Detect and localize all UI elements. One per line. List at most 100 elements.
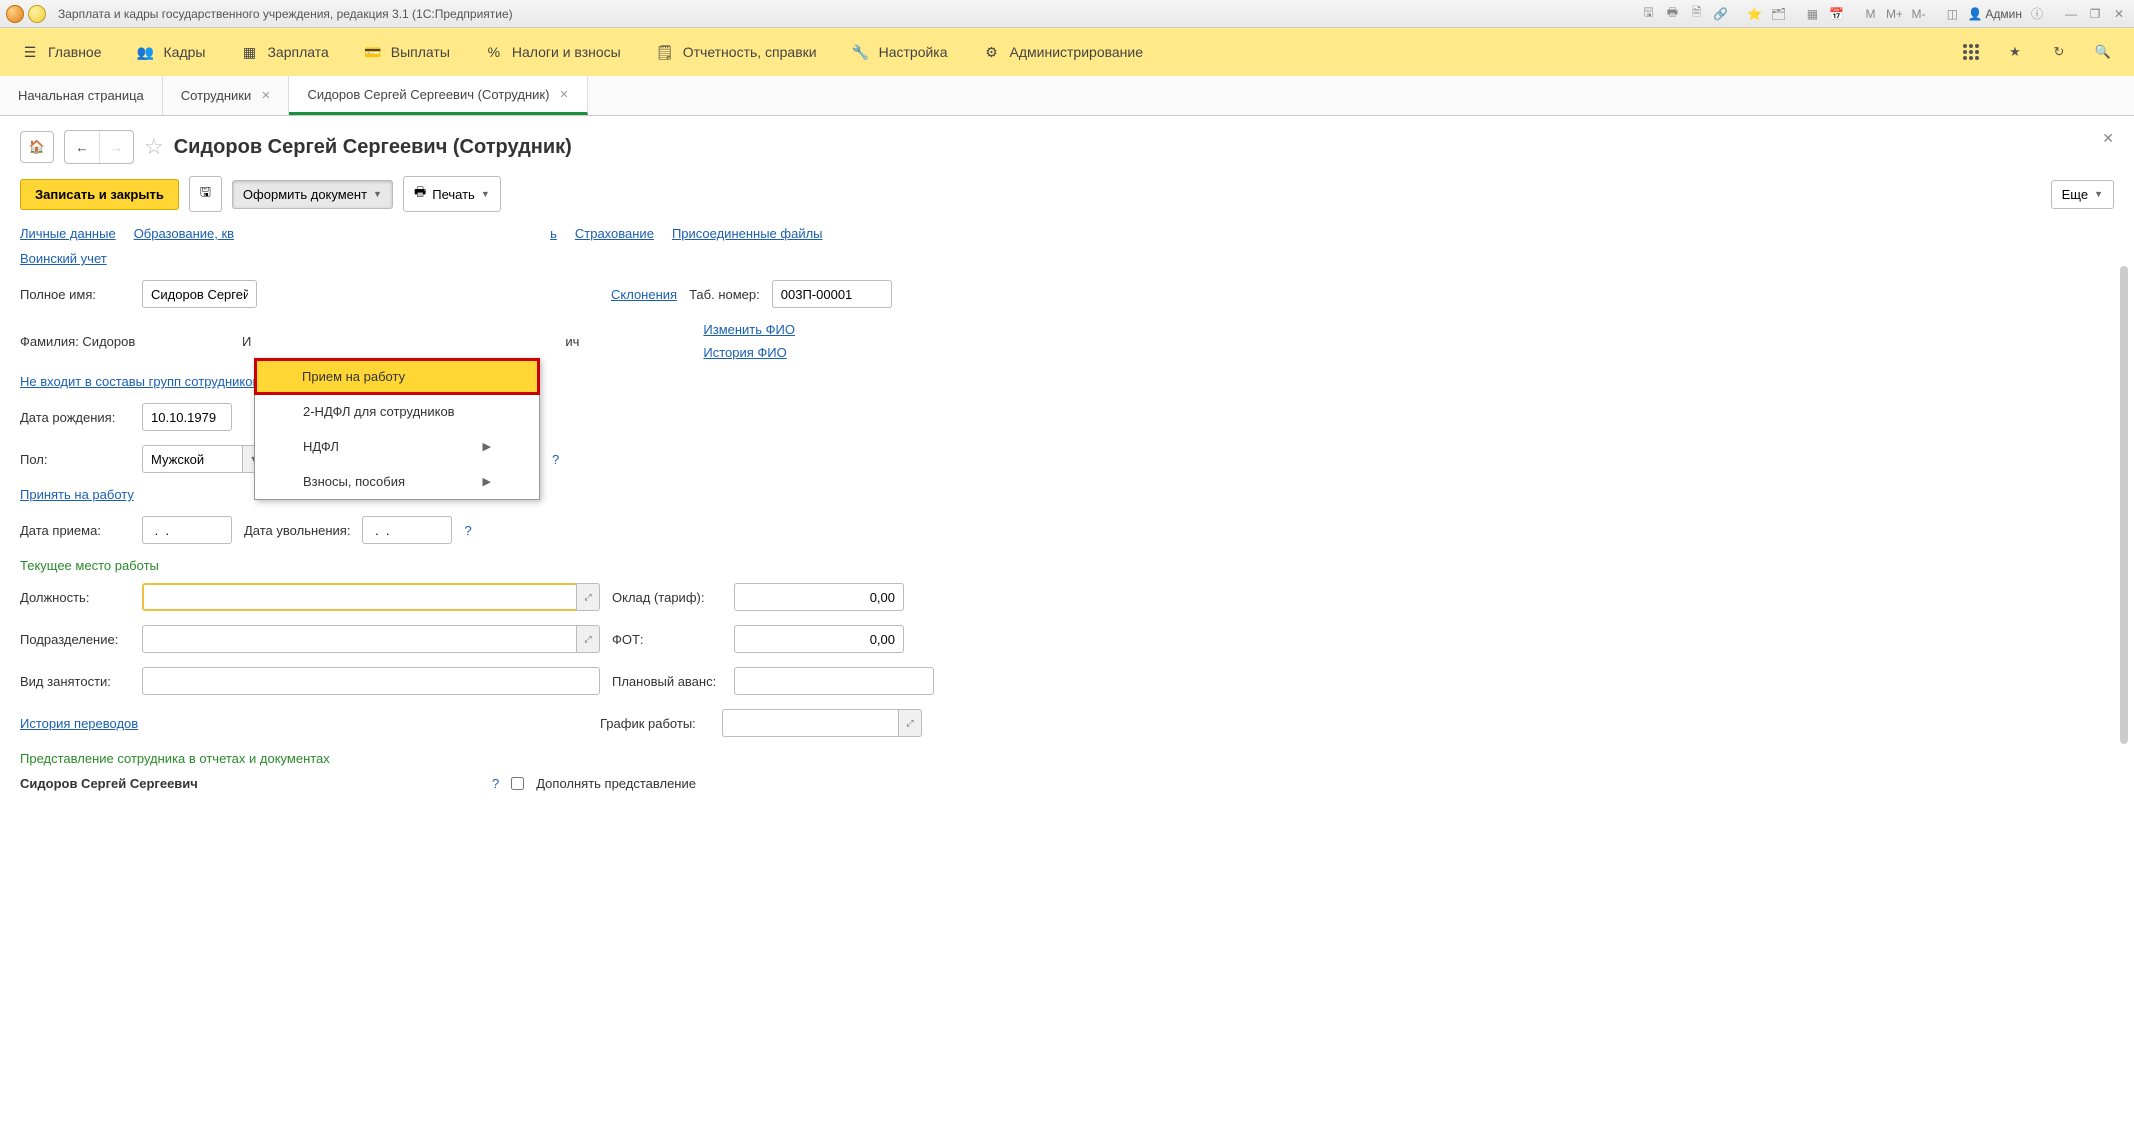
link-fragment[interactable]: ь	[550, 226, 557, 241]
scroll-thumb[interactable]	[2120, 266, 2128, 744]
save-close-button[interactable]: Записать и закрыть	[20, 179, 179, 210]
advance-input[interactable]	[734, 667, 934, 695]
link-icon[interactable]: 🔗	[1711, 5, 1729, 23]
clock-icon[interactable]: ↻	[2048, 41, 2070, 63]
fullname-input[interactable]	[142, 280, 257, 308]
doc-icon[interactable]: 🗎	[1687, 5, 1705, 23]
menu-reports[interactable]: 🗒Отчетность, справки	[655, 42, 817, 62]
app-nav-icon[interactable]	[28, 5, 46, 23]
row-dates: Дата приема: Дата увольнения: ?	[20, 516, 2114, 544]
menu-settings[interactable]: 🔧Настройка	[851, 42, 948, 62]
forward-button[interactable]: →	[99, 131, 133, 163]
close-page-icon[interactable]: ✕	[2102, 130, 2114, 147]
dd-2ndfl[interactable]: 2-НДФЛ для сотрудников	[255, 394, 539, 429]
fullname-label: Полное имя:	[20, 287, 130, 302]
caret-down-icon: ▼	[373, 189, 382, 199]
link-attachments[interactable]: Присоединенные файлы	[672, 226, 823, 241]
close-tab-icon[interactable]: ✕	[261, 89, 270, 102]
menu-taxes[interactable]: %Налоги и взносы	[484, 42, 621, 62]
m-plus-icon[interactable]: M+	[1885, 5, 1903, 23]
home-button[interactable]: 🏠	[20, 131, 54, 163]
tab-start-page[interactable]: Начальная страница	[0, 76, 163, 115]
table-icon: ▦	[239, 42, 259, 62]
favorite-icon[interactable]: ⭐	[1745, 5, 1763, 23]
dd-hire[interactable]: Прием на работу	[254, 358, 540, 395]
date-help-icon[interactable]: ?	[464, 523, 471, 538]
create-document-button[interactable]: Оформить документ▼	[232, 180, 393, 209]
menu-salary[interactable]: ▦Зарплата	[239, 42, 328, 62]
user-label[interactable]: 👤 Админ	[1967, 7, 2022, 21]
emptype-input[interactable]	[142, 667, 600, 695]
change-fio-link[interactable]: Изменить ФИО	[703, 322, 795, 337]
menu-main[interactable]: ☰Главное	[20, 42, 102, 62]
salary-input[interactable]	[734, 583, 904, 611]
m-icon[interactable]: M	[1861, 5, 1879, 23]
more-button[interactable]: Еще▼	[2051, 180, 2114, 209]
tab-employees[interactable]: Сотрудники✕	[163, 76, 290, 115]
maximize-icon[interactable]: ❐	[2086, 5, 2104, 23]
tab-employee-card[interactable]: Сидоров Сергей Сергеевич (Сотрудник)✕	[289, 76, 587, 115]
gender-select[interactable]: ▼	[142, 445, 266, 473]
link-personal-data[interactable]: Личные данные	[20, 226, 116, 241]
save-button[interactable]: 🖫	[189, 176, 222, 212]
fire-date-input[interactable]	[362, 516, 452, 544]
transfer-history-link[interactable]: История переводов	[20, 716, 588, 731]
history-icon[interactable]: 🗂	[1769, 5, 1787, 23]
dept-open-icon[interactable]: ⤢	[576, 625, 600, 653]
position-input[interactable]	[142, 583, 576, 611]
repr-help-icon[interactable]: ?	[492, 776, 499, 791]
minimize-icon[interactable]: —	[2062, 5, 2080, 23]
representation-section: Представление сотрудника в отчетах и док…	[20, 751, 2114, 766]
close-window-icon[interactable]: ✕	[2110, 5, 2128, 23]
panels-icon[interactable]: ◫	[1943, 5, 1961, 23]
calendar-icon[interactable]: 📅	[1827, 5, 1845, 23]
schedule-label: График работы:	[600, 716, 710, 731]
menu-admin[interactable]: ⚙Администрирование	[982, 42, 1144, 62]
position-open-icon[interactable]: ⤢	[576, 583, 600, 611]
search-icon[interactable]: 🔍	[2092, 41, 2114, 63]
close-tab-icon[interactable]: ✕	[559, 88, 568, 101]
calc-icon[interactable]: ▦	[1803, 5, 1821, 23]
declensions-link[interactable]: Склонения	[611, 287, 677, 302]
snils-help-icon[interactable]: ?	[552, 452, 559, 467]
app-logo-icon	[6, 5, 24, 23]
favorite-toggle-icon[interactable]: ☆	[144, 134, 164, 160]
schedule-open-icon[interactable]: ⤢	[898, 709, 922, 737]
save-icon[interactable]: 🖫	[1639, 5, 1657, 23]
hire-link[interactable]: Принять на работу	[20, 487, 134, 502]
wrench-icon: 🔧	[851, 42, 871, 62]
link-military[interactable]: Воинский учет	[20, 251, 107, 266]
menu-payments[interactable]: 💳Выплаты	[363, 42, 450, 62]
surname-label: Фамилия: Сидоров	[20, 334, 230, 349]
link-insurance[interactable]: Страхование	[575, 226, 654, 241]
star-icon[interactable]: ★	[2004, 41, 2026, 63]
m-minus-icon[interactable]: M-	[1909, 5, 1927, 23]
row-position: Должность: ⤢ Оклад (тариф):	[20, 583, 2114, 611]
row-dept: Подразделение: ⤢ ФОТ:	[20, 625, 2114, 653]
schedule-select[interactable]: ⤢	[722, 709, 922, 737]
position-select[interactable]: ⤢	[142, 583, 600, 611]
schedule-input[interactable]	[722, 709, 898, 737]
print-button[interactable]: 🖶 Печать▼	[403, 176, 501, 212]
dd-contributions[interactable]: Взносы, пособия▶	[255, 464, 539, 499]
apps-icon[interactable]	[1960, 41, 1982, 63]
toolbar: Записать и закрыть 🖫 Оформить документ▼ …	[20, 176, 2114, 212]
back-button[interactable]: ←	[65, 131, 99, 163]
link-education[interactable]: Образование, кв	[134, 226, 234, 241]
history-fio-link[interactable]: История ФИО	[703, 345, 795, 360]
scrollbar[interactable]	[2120, 266, 2128, 1120]
tab-bar: Начальная страница Сотрудники✕ Сидоров С…	[0, 76, 2134, 116]
dept-input[interactable]	[142, 625, 576, 653]
dd-ndfl[interactable]: НДФЛ▶	[255, 429, 539, 464]
row-emptype: Вид занятости: Плановый аванс:	[20, 667, 2114, 695]
menu-hr[interactable]: 👥Кадры	[136, 42, 206, 62]
hire-date-input[interactable]	[142, 516, 232, 544]
name-label: И	[242, 334, 251, 349]
print-icon[interactable]: 🖶	[1663, 5, 1681, 23]
supplement-checkbox[interactable]	[511, 777, 524, 790]
info-icon[interactable]: ⓘ	[2028, 5, 2046, 23]
fot-input[interactable]	[734, 625, 904, 653]
dob-input[interactable]	[142, 403, 232, 431]
dept-select[interactable]: ⤢	[142, 625, 600, 653]
tabno-input[interactable]	[772, 280, 892, 308]
